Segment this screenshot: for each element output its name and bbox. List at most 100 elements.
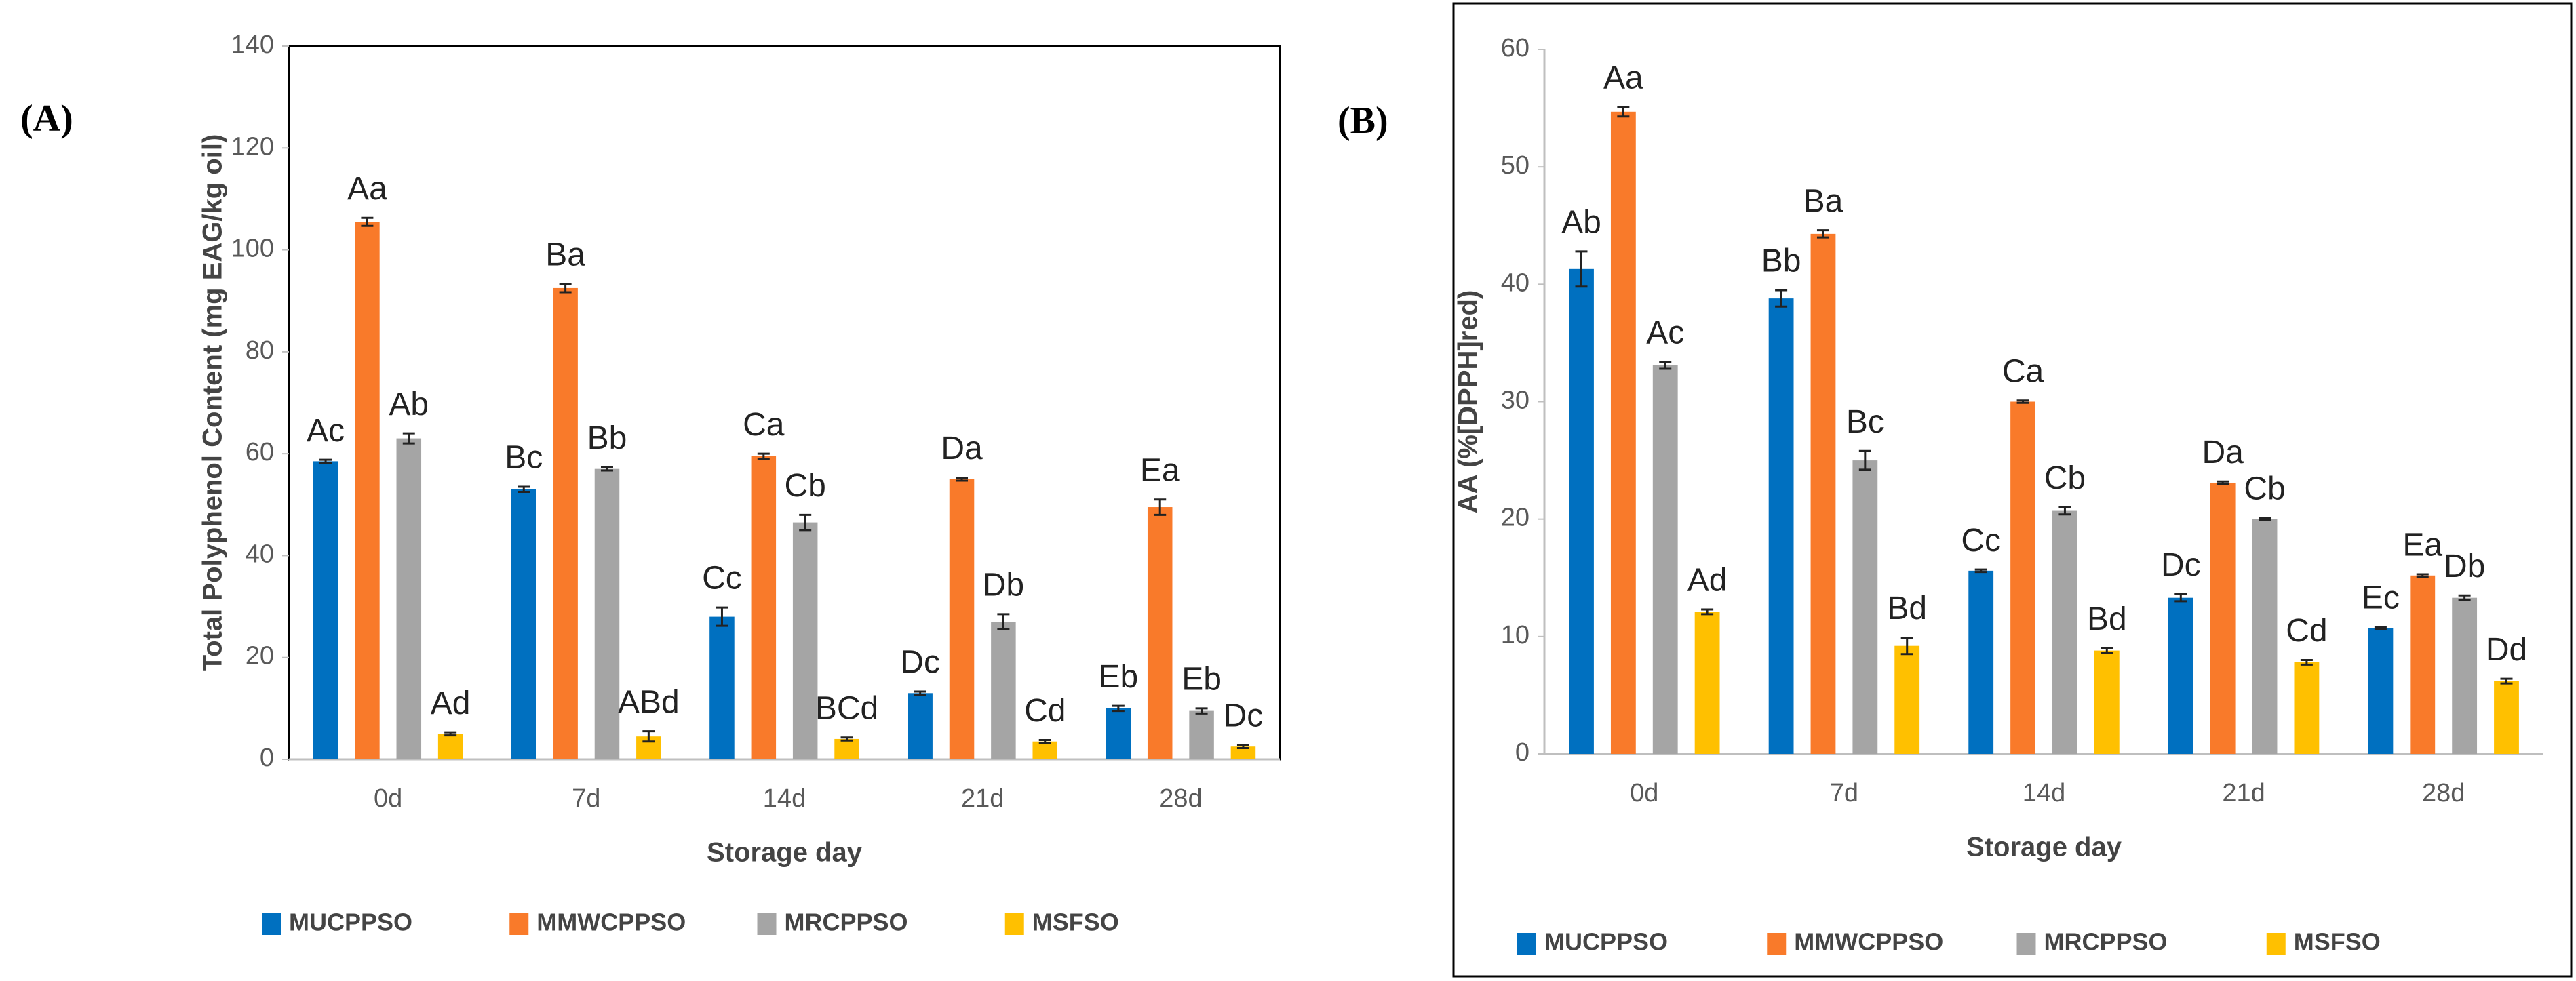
panel-border bbox=[1452, 2, 2573, 978]
x-tick-label: 28d bbox=[1159, 784, 1202, 813]
bar bbox=[2368, 628, 2394, 754]
y-tick-label: 60 bbox=[246, 438, 274, 466]
legend-label: MMWCPPSO bbox=[1794, 928, 1943, 956]
bar bbox=[1810, 233, 1836, 754]
significance-letter: Ac bbox=[307, 413, 345, 449]
significance-letter: Da bbox=[941, 431, 983, 466]
legend-label: MSFSO bbox=[2294, 928, 2381, 956]
bar bbox=[2210, 482, 2236, 754]
x-tick-label: 21d bbox=[2222, 779, 2265, 807]
panel-label: (B) bbox=[1338, 100, 1388, 142]
y-tick-label: 100 bbox=[231, 235, 274, 263]
bar bbox=[1768, 298, 1794, 754]
y-tick-label: 140 bbox=[231, 31, 274, 59]
significance-letter: Cd bbox=[1024, 693, 1066, 729]
legend-swatch bbox=[1517, 933, 1536, 955]
y-axis-title: AA (%[DPPH]red) bbox=[1453, 290, 1483, 514]
bar bbox=[2252, 519, 2278, 754]
x-tick-label: 0d bbox=[374, 784, 402, 813]
x-tick-label: 14d bbox=[2023, 779, 2065, 807]
significance-letter: Aa bbox=[1603, 60, 1643, 96]
plot-frame bbox=[288, 45, 1281, 761]
significance-letter: Ea bbox=[1140, 452, 1180, 488]
legend-swatch bbox=[1767, 933, 1787, 955]
significance-letter: Ba bbox=[545, 237, 585, 273]
significance-letter: Eb bbox=[1098, 659, 1138, 695]
bar bbox=[396, 438, 422, 759]
x-tick-label: 7d bbox=[1830, 779, 1858, 807]
significance-letter: Cb bbox=[2044, 460, 2086, 496]
legend-label: MRCPPSO bbox=[785, 908, 908, 936]
bar bbox=[1894, 645, 1920, 754]
significance-letter: Ad bbox=[1687, 563, 1728, 599]
x-tick-label: 28d bbox=[2422, 779, 2465, 807]
y-tick-label: 30 bbox=[1501, 386, 1529, 415]
bar bbox=[437, 734, 463, 759]
bar bbox=[1694, 612, 1720, 754]
significance-letter: BCd bbox=[815, 690, 878, 726]
bar bbox=[1652, 365, 1678, 754]
bar bbox=[1189, 710, 1214, 759]
bar bbox=[1610, 111, 1636, 755]
legend-swatch bbox=[2016, 933, 2036, 955]
panel-label: (A) bbox=[20, 98, 73, 140]
significance-letter: Aa bbox=[347, 171, 387, 207]
bar bbox=[834, 738, 859, 759]
significance-letter: Bd bbox=[2087, 601, 2127, 637]
y-tick-label: 0 bbox=[1515, 738, 1529, 767]
significance-letter: Db bbox=[983, 567, 1024, 603]
significance-letter: Cb bbox=[785, 468, 826, 504]
significance-letter: Dc bbox=[2161, 547, 2201, 583]
bar bbox=[792, 522, 818, 759]
legend-swatch bbox=[262, 913, 281, 935]
bar bbox=[553, 287, 578, 759]
y-tick-label: 40 bbox=[1501, 268, 1529, 297]
legend-label: MRCPPSO bbox=[2044, 928, 2168, 956]
bar bbox=[751, 456, 777, 759]
significance-letter: Ca bbox=[743, 407, 785, 443]
x-tick-label: 21d bbox=[961, 784, 1004, 813]
legend-label: MSFSO bbox=[1032, 908, 1119, 936]
significance-letter: Cd bbox=[2286, 613, 2327, 649]
significance-letter: Cc bbox=[1961, 523, 2001, 559]
significance-letter: Bc bbox=[1846, 404, 1884, 440]
y-tick-label: 20 bbox=[246, 642, 274, 670]
significance-letter: ABd bbox=[618, 684, 680, 720]
legend-swatch bbox=[509, 913, 529, 935]
bar bbox=[1852, 460, 1878, 754]
bar bbox=[2010, 401, 2035, 754]
x-tick-label: 7d bbox=[572, 784, 600, 813]
x-axis-title: Storage day bbox=[1966, 833, 2122, 862]
bar bbox=[1569, 268, 1594, 754]
legend-swatch bbox=[2266, 933, 2286, 955]
significance-letter: Eb bbox=[1182, 662, 1222, 698]
bar bbox=[1968, 570, 1994, 754]
significance-letter: Ea bbox=[2402, 527, 2442, 563]
significance-letter: Dd bbox=[2486, 632, 2527, 668]
significance-letter: Ba bbox=[1803, 183, 1843, 219]
significance-letter: Dc bbox=[1224, 698, 1264, 734]
bar bbox=[355, 222, 380, 759]
bar bbox=[991, 622, 1016, 759]
bar bbox=[949, 479, 975, 759]
y-axis-title: Total Polyphenol Content (mg EAG/kg oil) bbox=[198, 134, 228, 672]
bar bbox=[2052, 510, 2077, 754]
y-tick-label: 80 bbox=[246, 336, 274, 365]
bar bbox=[2294, 662, 2320, 754]
significance-letter: Ab bbox=[1561, 205, 1601, 241]
significance-letter: Bc bbox=[505, 440, 543, 476]
bar bbox=[2094, 650, 2120, 754]
y-tick-label: 10 bbox=[1501, 621, 1529, 649]
bar bbox=[908, 693, 933, 759]
significance-letter: Dc bbox=[900, 645, 940, 681]
legend-label: MUCPPSO bbox=[1544, 928, 1668, 956]
significance-letter: Ca bbox=[2002, 353, 2044, 389]
bar bbox=[313, 461, 338, 759]
significance-letter: Ab bbox=[389, 386, 429, 422]
bar bbox=[1032, 741, 1058, 759]
significance-letter: Ad bbox=[431, 685, 471, 721]
legend-swatch bbox=[757, 913, 777, 935]
bar bbox=[2494, 681, 2519, 754]
significance-letter: Bb bbox=[1761, 243, 1801, 279]
